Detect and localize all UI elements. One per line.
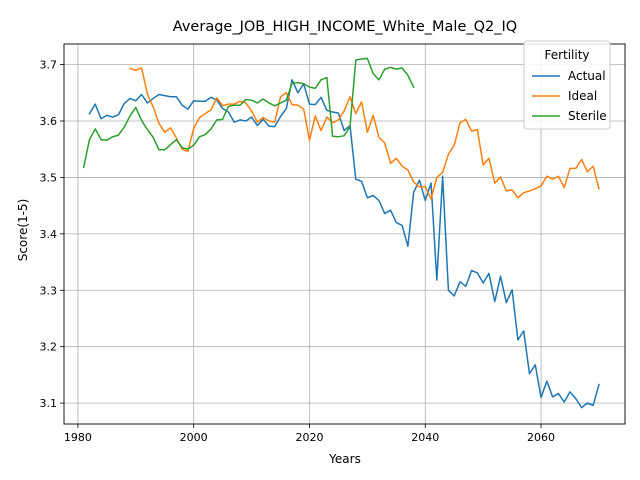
y-tick-label: 3.3 xyxy=(40,284,58,297)
y-tick-label: 3.6 xyxy=(40,115,58,128)
y-tick-label: 3.5 xyxy=(40,171,58,184)
chart-title: Average_JOB_HIGH_INCOME_White_Male_Q2_IQ xyxy=(173,19,517,35)
legend-label-actual: Actual xyxy=(568,69,606,83)
x-tick-label: 2000 xyxy=(180,431,208,444)
x-tick-label: 2020 xyxy=(295,431,323,444)
legend: Fertility Actual Ideal Sterile xyxy=(524,41,610,129)
y-tick-label: 3.7 xyxy=(40,59,58,72)
x-tick-label: 2060 xyxy=(527,431,555,444)
legend-label-ideal: Ideal xyxy=(568,89,597,103)
y-axis-label: Score(1-5) xyxy=(16,199,30,262)
y-tick-label: 3.2 xyxy=(40,341,58,354)
legend-label-sterile: Sterile xyxy=(568,109,607,123)
legend-title: Fertility xyxy=(544,48,589,62)
x-tick-label: 1980 xyxy=(64,431,92,444)
x-tick-label: 2040 xyxy=(411,431,439,444)
x-axis-label: Years xyxy=(328,452,361,466)
y-tick-label: 3.1 xyxy=(40,397,58,410)
y-tick-label: 3.4 xyxy=(40,228,58,241)
